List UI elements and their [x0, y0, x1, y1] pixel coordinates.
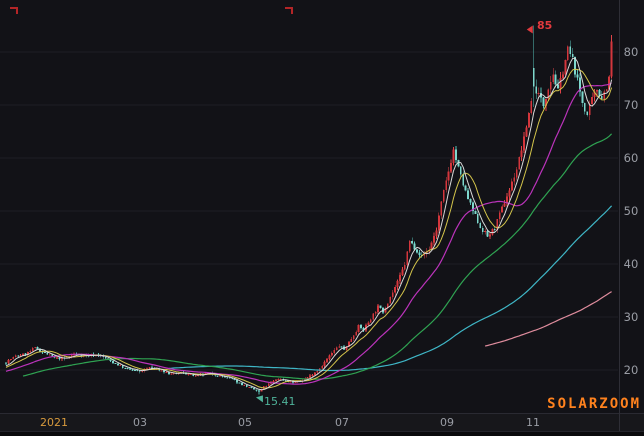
ma60-line	[22, 133, 613, 380]
time-axis[interactable]	[0, 413, 644, 431]
svg-text:60: 60	[624, 151, 639, 165]
ma120-line	[168, 205, 613, 372]
ma25-line	[5, 82, 612, 385]
corner-mark-icon	[285, 7, 293, 14]
svg-text:50: 50	[624, 204, 639, 218]
time-axis-band: 2021 03 05 07 09 11	[0, 413, 644, 436]
svg-text:20: 20	[624, 363, 639, 377]
svg-text:2021: 2021	[40, 416, 68, 429]
corner-mark-icon	[10, 7, 18, 14]
svg-text:03: 03	[133, 416, 147, 429]
candles-layer	[5, 25, 613, 395]
svg-text:70: 70	[624, 98, 639, 112]
price-axis[interactable]	[620, 0, 644, 412]
gridlines	[0, 51, 618, 371]
ma5-line	[5, 57, 613, 391]
svg-text:30: 30	[624, 310, 639, 324]
annotation-markers	[255, 25, 533, 403]
ma10-line	[5, 68, 613, 389]
svg-text:11: 11	[526, 416, 540, 429]
svg-text:09: 09	[440, 416, 454, 429]
ma250-line	[484, 291, 612, 347]
svg-text:05: 05	[238, 416, 252, 429]
ma-lines-layer	[5, 57, 613, 391]
svg-text:40: 40	[624, 257, 639, 271]
price-axis-labels: 80 70 60 50 40 30 20	[619, 0, 639, 431]
svg-text:07: 07	[335, 416, 349, 429]
svg-text:80: 80	[624, 45, 639, 59]
